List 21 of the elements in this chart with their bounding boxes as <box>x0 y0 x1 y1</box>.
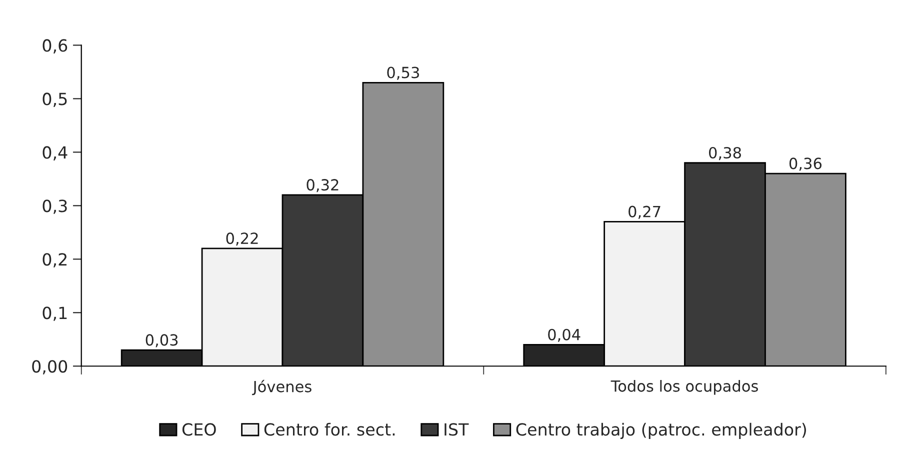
data-label: 0,03 <box>146 334 178 348</box>
y-tick-label: 0,6 <box>42 39 68 54</box>
legend-label: CEO <box>182 423 216 436</box>
data-label: 0,53 <box>387 66 419 80</box>
data-label: 0,27 <box>628 206 660 219</box>
y-tick-label: 0,1 <box>42 306 67 321</box>
y-tick-label: 0,3 <box>42 200 67 214</box>
legend-label: Centro trabajo (patroc. empleador) <box>516 422 806 439</box>
x-tick-label: Todos los ocupados <box>610 380 758 395</box>
y-tick-label: 0,00 <box>32 360 68 374</box>
y-tick-label: 0,5 <box>42 92 67 107</box>
legend-label: IST <box>444 423 469 436</box>
data-label: 0,38 <box>709 146 741 160</box>
y-tick-label: 0,4 <box>42 146 68 160</box>
x-tick-label: Jóvenes <box>252 380 312 396</box>
data-label: 0,32 <box>306 179 338 192</box>
data-label: 0,36 <box>789 158 822 171</box>
data-label: 0,04 <box>548 328 580 342</box>
legend-label: Centro for. sect. <box>264 422 395 436</box>
y-tick-label: 0,2 <box>42 253 66 268</box>
data-label: 0,22 <box>226 232 258 246</box>
